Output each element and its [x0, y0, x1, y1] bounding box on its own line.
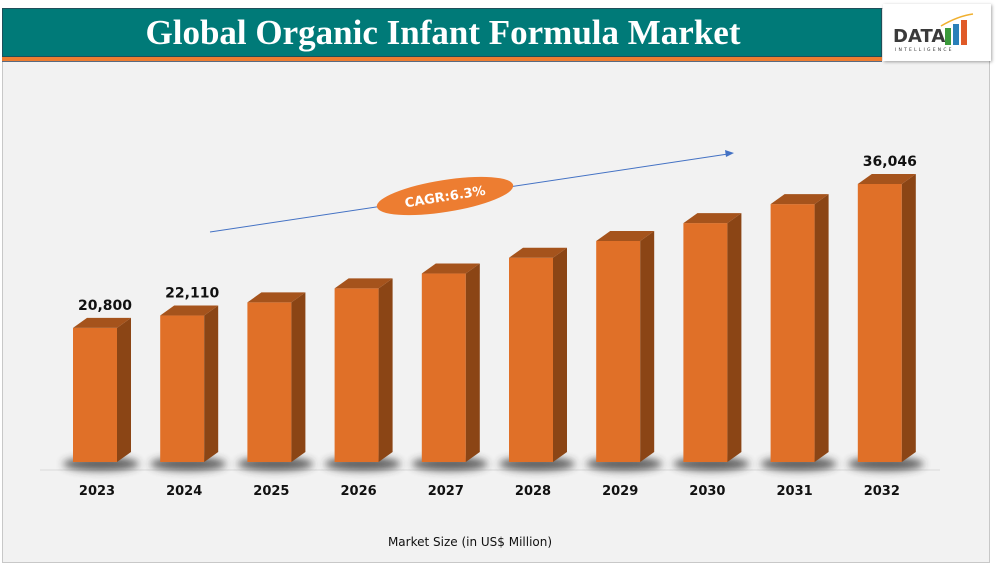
- arrow-head-icon: [725, 150, 734, 157]
- bar-top-2023: [73, 317, 131, 328]
- bar-side-2030: [727, 213, 742, 462]
- x-tick-label: 2027: [428, 484, 464, 499]
- bar-2030: [683, 223, 728, 462]
- bar-side-2028: [553, 247, 567, 462]
- x-tick-label: 2026: [341, 484, 377, 499]
- data-label: 36,046: [863, 154, 917, 170]
- bar-side-2029: [640, 230, 655, 462]
- x-tick-label: 2028: [515, 484, 551, 499]
- bar-side-2031: [814, 194, 829, 462]
- bar-2031: [770, 204, 815, 462]
- bar-side-2027: [465, 263, 480, 462]
- bar-side-2025: [291, 292, 306, 462]
- data-intelligence-logo: DATA INTELLIGENCE: [883, 4, 991, 61]
- bar-top-2025: [247, 292, 306, 303]
- x-tick-label: 2024: [166, 484, 202, 499]
- bar-side-2032: [901, 173, 916, 462]
- bar-top-2029: [596, 230, 655, 241]
- bar-side-2024: [204, 305, 219, 462]
- bar-2028: [509, 257, 553, 462]
- bar-top-2026: [334, 278, 393, 289]
- bar-2024: [160, 315, 205, 462]
- bar-2027: [421, 273, 466, 462]
- cagr-badge: CAGR:6.3%: [376, 176, 514, 216]
- bar-2025: [247, 302, 292, 462]
- bar-side-2026: [378, 278, 393, 462]
- bar-2029: [596, 240, 641, 462]
- bar-top-2032: [857, 173, 916, 184]
- bar-top-2024: [160, 305, 219, 316]
- title-banner: Global Organic Infant Formula Market: [2, 8, 882, 57]
- bar-2026: [334, 288, 379, 462]
- bar-top-2031: [770, 194, 829, 205]
- data-label: 20,800: [78, 298, 132, 314]
- svg-text:INTELLIGENCE: INTELLIGENCE: [895, 47, 954, 53]
- x-tick-label: 2023: [79, 484, 115, 499]
- bar-top-2027: [421, 263, 480, 274]
- page-title: Global Organic Infant Formula Market: [145, 13, 741, 52]
- svg-text:DATA: DATA: [893, 26, 945, 47]
- bar-top-2030: [683, 213, 742, 224]
- bar-side-2023: [117, 317, 131, 462]
- x-axis-title: Market Size (in US$ Million): [387, 535, 553, 549]
- title-underline: [2, 57, 882, 62]
- bar-2023: [73, 327, 117, 462]
- bar-top-2028: [509, 247, 567, 258]
- x-tick-label: 2032: [864, 484, 900, 499]
- x-tick-label: 2029: [602, 484, 638, 499]
- bar-2032: [857, 183, 902, 462]
- x-tick-label: 2025: [253, 484, 289, 499]
- data-label: 22,110: [165, 286, 219, 302]
- x-tick-label: 2031: [777, 484, 813, 499]
- x-tick-label: 2030: [689, 484, 725, 499]
